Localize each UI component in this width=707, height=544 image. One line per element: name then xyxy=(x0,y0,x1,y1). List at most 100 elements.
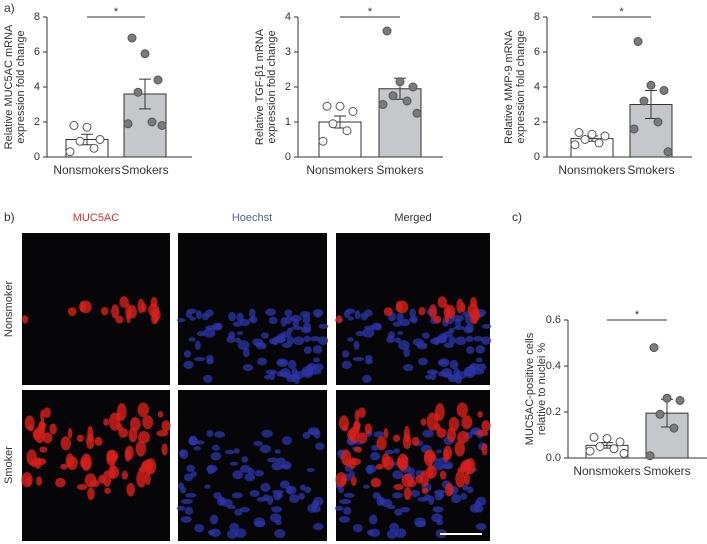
data-point xyxy=(580,135,590,144)
data-point xyxy=(140,49,150,59)
nucleus xyxy=(352,357,365,362)
stain xyxy=(115,315,124,324)
stain xyxy=(141,302,147,313)
stain xyxy=(455,469,466,488)
data-point xyxy=(589,432,599,442)
nucleus xyxy=(462,484,469,491)
error-bar xyxy=(139,78,151,110)
nucleus xyxy=(274,449,281,454)
nucleus xyxy=(268,316,278,325)
nucleus xyxy=(417,357,428,366)
nucleus xyxy=(293,336,305,346)
data-point xyxy=(675,396,685,405)
nucleus xyxy=(352,524,363,533)
y-axis-label: MUC5AC-positive cells xyxy=(524,332,536,445)
nucleus xyxy=(233,448,240,454)
error-bar xyxy=(81,133,93,146)
stain xyxy=(454,440,465,457)
nucleus xyxy=(249,489,260,497)
stain xyxy=(403,487,412,501)
nucleus xyxy=(240,464,251,473)
nucleus xyxy=(472,369,485,375)
nucleus xyxy=(380,498,393,508)
stain xyxy=(411,436,420,446)
stain xyxy=(36,476,43,486)
stain xyxy=(100,307,109,316)
nucleus xyxy=(292,318,299,328)
stain xyxy=(395,301,403,313)
stain xyxy=(40,409,45,422)
y-axis-label: Relative MUC5AC mRNA xyxy=(3,24,15,149)
panel-label: c) xyxy=(512,210,522,224)
nucleus xyxy=(183,350,192,358)
data-point xyxy=(629,124,639,134)
stain xyxy=(347,429,357,441)
micrograph xyxy=(176,233,329,385)
micrograph xyxy=(334,390,491,541)
y-axis-label: expression fold change xyxy=(15,30,27,143)
stain xyxy=(157,411,164,418)
nucleus xyxy=(466,486,474,494)
stain xyxy=(345,459,353,468)
nucleus xyxy=(186,464,196,472)
stain xyxy=(342,425,349,432)
nucleus xyxy=(436,449,443,454)
stain xyxy=(110,462,116,480)
stain xyxy=(94,436,103,446)
y-tick-label: 4 xyxy=(285,11,291,23)
data-point xyxy=(133,87,143,97)
nucleus xyxy=(403,347,411,358)
stain xyxy=(476,430,489,437)
nucleus xyxy=(185,310,193,318)
nucleus xyxy=(481,323,492,329)
nucleus xyxy=(422,429,434,438)
nucleus xyxy=(475,523,487,531)
nucleus xyxy=(392,470,404,480)
nucleus xyxy=(180,516,192,523)
stain xyxy=(142,415,154,430)
panel-label: a) xyxy=(4,1,15,15)
x-tick-label: Smokers xyxy=(627,163,674,177)
stain xyxy=(335,315,343,324)
nucleus xyxy=(229,522,240,532)
micrograph xyxy=(176,390,327,541)
stain xyxy=(87,487,95,501)
x-tick-label: Nonsmokers xyxy=(558,163,625,177)
stain xyxy=(353,420,361,435)
data-point xyxy=(574,128,584,137)
nucleus xyxy=(463,326,474,334)
x-tick-label: Nonsmokers xyxy=(573,464,640,478)
data-point xyxy=(646,80,656,90)
stain xyxy=(460,302,466,313)
stain xyxy=(383,307,393,317)
nucleus xyxy=(232,470,244,480)
stain xyxy=(465,458,476,475)
data-point xyxy=(619,448,629,458)
nucleus xyxy=(432,506,444,513)
nucleus xyxy=(286,374,297,383)
nucleus xyxy=(342,350,350,358)
nucleus xyxy=(408,317,416,322)
y-tick-label: 6 xyxy=(534,46,540,58)
stain xyxy=(393,434,401,442)
nucleus xyxy=(384,449,395,455)
stain xyxy=(376,436,387,451)
nucleus xyxy=(271,506,283,513)
data-point xyxy=(412,108,422,118)
nucleus xyxy=(343,492,355,498)
data-point xyxy=(69,121,79,130)
nucleus xyxy=(206,429,214,438)
stain xyxy=(433,315,442,324)
stain xyxy=(55,477,66,488)
nucleus xyxy=(394,337,401,343)
stain xyxy=(116,412,122,421)
nucleus xyxy=(276,457,286,464)
y-tick-label: 6 xyxy=(34,46,40,58)
nucleus xyxy=(188,337,196,342)
nucleus xyxy=(280,316,288,327)
nucleus xyxy=(312,523,324,531)
stain xyxy=(148,303,160,317)
nucleus xyxy=(392,321,403,327)
nucleus xyxy=(227,529,238,539)
nucleus xyxy=(370,452,381,461)
